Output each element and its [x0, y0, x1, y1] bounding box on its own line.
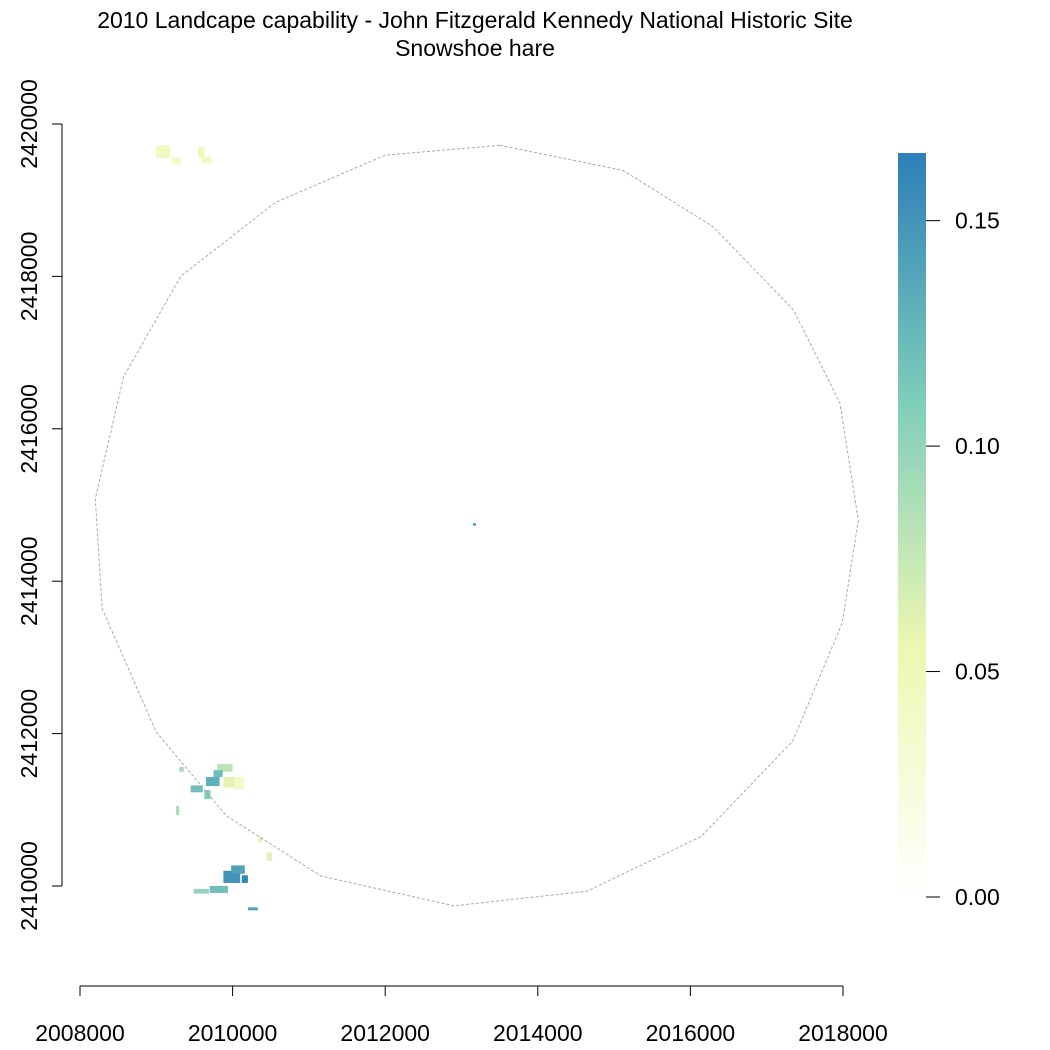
raster-cell — [472, 523, 476, 526]
raster-cell — [209, 886, 228, 893]
raster-cell — [247, 907, 258, 911]
y-tick-label: 2420000 — [16, 79, 42, 169]
y-tick-label: 2418000 — [16, 232, 42, 322]
raster-cell — [223, 870, 241, 883]
park-boundary — [94, 144, 859, 907]
raster-cell — [231, 865, 245, 874]
raster-cell — [204, 790, 211, 800]
raster-cell — [266, 852, 273, 861]
x-tick-label: 2016000 — [646, 1020, 736, 1046]
x-axis: 2008000 2010000 2012000 2014000 2016000 20180… — [35, 985, 888, 1046]
raster-cell — [241, 875, 248, 883]
raster-cell — [171, 157, 181, 165]
raster-cell — [202, 156, 212, 163]
raster-cell — [234, 777, 244, 790]
raster-cell — [193, 889, 209, 894]
x-tick-label: 2018000 — [798, 1020, 888, 1046]
raster-cell — [190, 785, 203, 793]
y-axis: 2410000 2412000 2414000 2416000 2418000 24200… — [16, 79, 63, 931]
x-tick-label: 2010000 — [188, 1020, 278, 1046]
legend-colorbar — [898, 153, 926, 897]
chart-subtitle: Snowshoe hare — [395, 35, 555, 61]
raster-cell — [176, 806, 180, 816]
legend-tick-label: 0.05 — [955, 659, 1000, 685]
y-tick-label: 2416000 — [16, 384, 42, 474]
x-tick-label: 2012000 — [340, 1020, 430, 1046]
raster-cell — [223, 777, 235, 788]
y-tick-label: 2410000 — [16, 841, 42, 931]
legend-tick-label: 0.15 — [955, 208, 1000, 234]
raster-cell — [179, 767, 184, 772]
raster-cell — [213, 770, 223, 778]
x-tick-label: 2014000 — [493, 1020, 583, 1046]
raster-cell — [156, 145, 170, 159]
raster-cell — [205, 777, 220, 787]
y-tick-label: 2412000 — [16, 689, 42, 779]
legend-tick-label: 0.10 — [955, 433, 1000, 459]
legend-tick-label: 0.00 — [955, 884, 1000, 910]
chart-title: 2010 Landcape capability - John Fitzgera… — [97, 7, 853, 33]
raster-cell — [217, 764, 233, 772]
raster-layer — [156, 145, 476, 911]
y-tick-label: 2414000 — [16, 536, 42, 626]
x-tick-label: 2008000 — [35, 1020, 125, 1046]
raster-cell — [258, 836, 263, 843]
raster-cell — [198, 146, 205, 158]
color-legend: 0.00 0.05 0.10 0.15 — [898, 153, 1000, 910]
